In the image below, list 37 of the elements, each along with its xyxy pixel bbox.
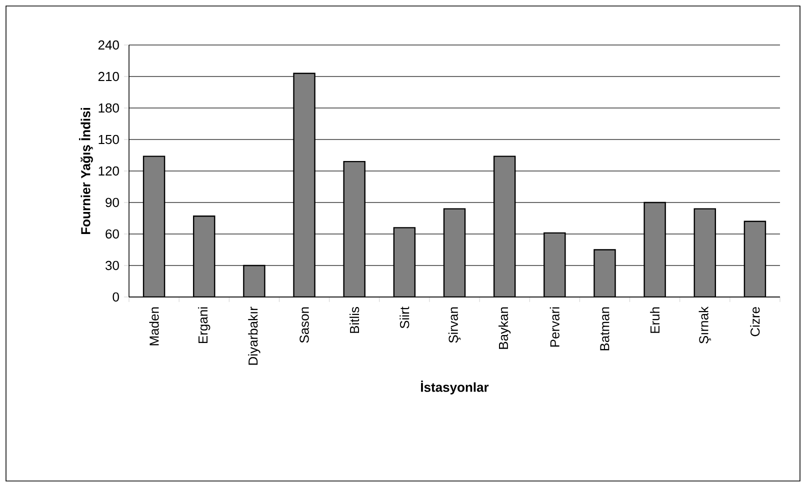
bar (293, 72, 316, 297)
x-tick-label: Diyarbakır (248, 306, 260, 365)
x-tick-label: Sason (300, 307, 309, 343)
x-tick-label: Ergani (198, 307, 210, 344)
bar (544, 232, 566, 297)
x-tick-label: Şirvan (448, 307, 461, 343)
y-axis-title: Fournier Yağış İndisi (79, 108, 93, 234)
bar (694, 208, 716, 297)
y-tick-label: 0 (112, 292, 119, 302)
x-tick-label: Cizre (750, 307, 760, 336)
bar (443, 208, 466, 297)
x-tick-label: Şırnak (698, 306, 711, 344)
bar (243, 264, 266, 297)
y-tick-label: 240 (98, 40, 119, 50)
y-tick-label: 150 (98, 134, 119, 144)
y-tick-label: 180 (98, 103, 119, 113)
bar (493, 156, 516, 297)
x-tick-label: Batman (600, 307, 610, 350)
x-tick-label: Pervari (550, 307, 560, 347)
x-tick-label: Maden (149, 307, 159, 346)
y-tick-label: 210 (98, 72, 119, 82)
x-tick-label: Bitlis (350, 306, 360, 333)
x-tick-label: Baykan (498, 307, 511, 349)
bar (594, 249, 616, 297)
y-tick-label: 120 (98, 166, 119, 176)
x-axis-title: İstasyonlar (421, 380, 489, 394)
bar (644, 202, 666, 297)
y-tick-label: 60 (106, 229, 119, 239)
bar (393, 227, 416, 297)
bar (193, 216, 216, 297)
y-tick-label: 90 (106, 198, 119, 208)
bar (744, 220, 766, 297)
bar (343, 160, 366, 297)
x-tick-label: Eruh (650, 307, 660, 333)
y-tick-label: 30 (106, 260, 119, 270)
x-tick-label: Siirt (400, 306, 410, 328)
bar (142, 156, 166, 297)
